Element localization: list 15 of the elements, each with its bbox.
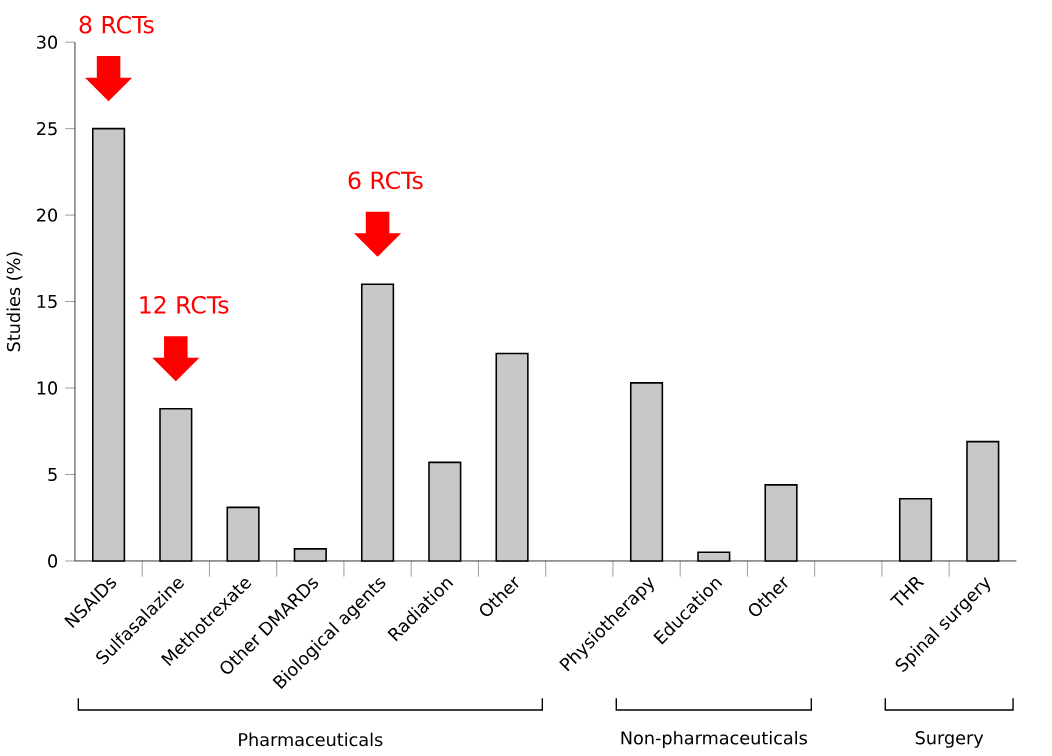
y-tick-label: 20 [37, 208, 58, 222]
y-tick-label: 25 [37, 121, 57, 136]
y-tick-label: 15 [37, 294, 57, 309]
y-axis-title: Studies (%) [6, 252, 23, 352]
x-tick-label: THR [889, 577, 925, 606]
y-tick-label: 5 [48, 467, 57, 481]
y-tick-label: 10 [37, 381, 58, 395]
y-tick-label: 30 [37, 35, 58, 49]
text: Non-pharmaceuticals [621, 730, 807, 748]
text: Pharmaceuticals [239, 732, 383, 747]
text: 8 RCTs [79, 15, 154, 34]
text: Surgery [915, 731, 984, 748]
annotation: 12 RCTs [140, 295, 229, 314]
annotation: 6 RCTs [348, 171, 423, 190]
y-tick-label: 0 [48, 554, 58, 568]
